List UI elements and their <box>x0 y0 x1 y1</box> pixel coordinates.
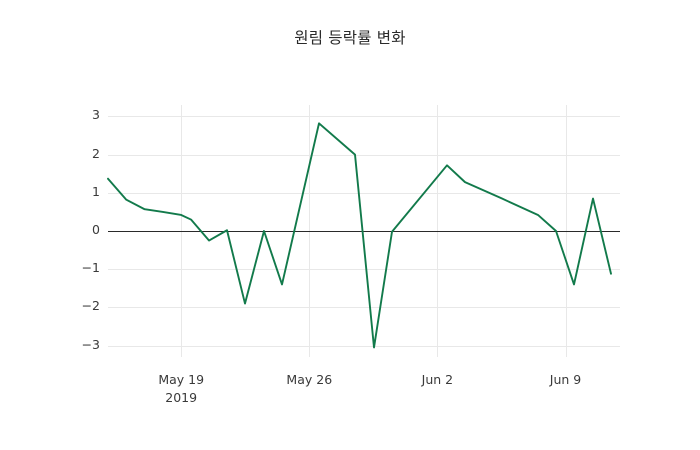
line-series-svg <box>107 122 612 349</box>
x-tick-label: May 19 2019 <box>158 371 204 407</box>
x-tick-sub: 2019 <box>165 390 198 406</box>
x-tick-main: May 26 <box>286 372 333 387</box>
x-tick-label: Jun 2 <box>422 371 453 389</box>
gridline-y--1 <box>108 269 620 271</box>
line-series-path <box>107 122 612 349</box>
y-tick-label: −3 <box>81 336 100 352</box>
zero-gridline <box>108 231 620 232</box>
gridline-y--3 <box>108 345 620 347</box>
x-tick-main: May 19 <box>158 372 205 387</box>
x-tick-main: Jun 9 <box>549 372 582 387</box>
y-axis: 3 2 1 0 −1 −2 −3 <box>48 105 100 357</box>
x-axis: May 19 2019 May 26 Jun 2 Jun 9 <box>0 357 700 417</box>
y-tick-label: 1 <box>92 183 100 199</box>
gridline-y-3 <box>108 116 620 118</box>
gridline-y--2 <box>108 307 620 309</box>
x-tick-main: Jun 2 <box>421 372 454 387</box>
y-tick-label: 2 <box>92 145 100 161</box>
plot-area <box>107 105 620 357</box>
gridline-y-2 <box>108 154 620 156</box>
chart-title: 원림 등락률 변화 <box>294 29 406 47</box>
y-tick-label: 0 <box>92 222 100 237</box>
x-tick-label: Jun 9 <box>550 371 581 389</box>
gridline-y-1 <box>108 192 620 194</box>
x-tick-label: May 26 <box>286 371 332 389</box>
y-tick-label: −2 <box>81 298 100 314</box>
y-tick-label: 3 <box>92 107 100 123</box>
y-tick-label: −1 <box>81 260 100 276</box>
